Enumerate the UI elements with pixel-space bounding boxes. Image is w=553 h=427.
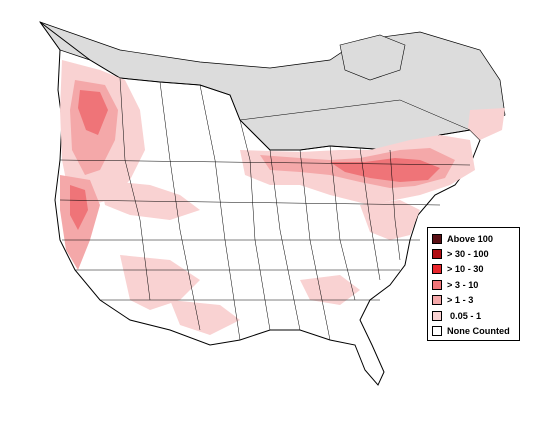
legend-label: 0.05 - 1	[450, 310, 482, 321]
legend-item: Above 100	[432, 231, 515, 246]
map-legend: Above 100 > 30 - 100 > 10 - 30 > 3 - 10 …	[427, 227, 520, 341]
legend-label: Above 100	[447, 233, 493, 244]
legend-swatch	[432, 279, 442, 290]
abundance-patches	[60, 60, 505, 335]
legend-label: None Counted	[447, 326, 510, 337]
legend-item: None Counted	[432, 323, 515, 338]
legend-swatch	[432, 326, 442, 337]
no-data-region-arctic	[339, 34, 406, 81]
legend-swatch	[432, 264, 442, 275]
legend-item: > 1 - 3	[432, 293, 515, 308]
continent-outline	[39, 21, 481, 386]
legend-label: > 30 - 100	[447, 249, 489, 260]
legend-item: 0.05 - 1	[432, 308, 515, 323]
legend-label: > 10 - 30	[447, 264, 484, 275]
legend-swatch	[432, 310, 442, 321]
legend-item: > 10 - 30	[432, 262, 515, 277]
legend-swatch	[432, 295, 442, 306]
legend-label: > 3 - 10	[447, 279, 479, 290]
region-borders	[59, 77, 471, 341]
legend-swatch	[432, 233, 442, 244]
legend-item: > 30 - 100	[432, 246, 515, 261]
legend-label: > 1 - 3	[447, 295, 474, 306]
legend-item: > 3 - 10	[432, 277, 515, 292]
legend-swatch	[432, 249, 442, 260]
